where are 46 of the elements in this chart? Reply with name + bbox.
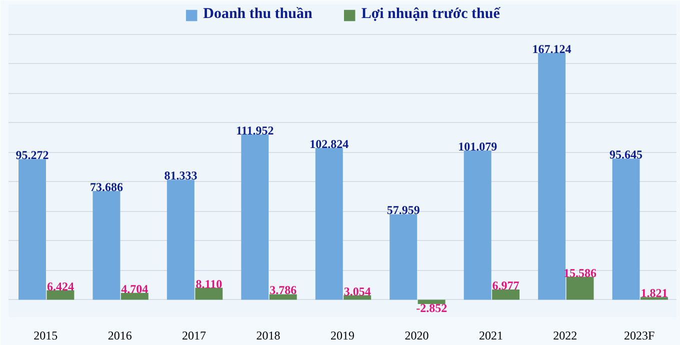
data-label: 57.959 [386, 203, 420, 218]
bar [166, 180, 194, 300]
data-label: 73.686 [90, 180, 123, 194]
legend-label: Lợi nhuận trước thuế [361, 6, 500, 23]
data-label: 167.124 [532, 42, 572, 56]
bar [120, 292, 148, 300]
bar [46, 290, 74, 300]
data-label: 101.079 [458, 140, 498, 154]
x-tick-label: 2021 [478, 328, 503, 342]
x-tick-label: 2023F [624, 328, 656, 342]
bar [315, 148, 343, 300]
x-tick-label: 2016 [108, 328, 132, 342]
bar [538, 53, 566, 300]
data-label: 1.821 [640, 286, 668, 300]
bar [390, 214, 418, 300]
bar [566, 276, 594, 300]
bar [640, 297, 668, 300]
data-label: -2.852 [416, 300, 448, 315]
bar [492, 289, 520, 300]
data-label: 111.952 [236, 123, 274, 138]
x-tick-label: 2019 [330, 328, 354, 342]
bar [612, 158, 640, 300]
bar [195, 288, 223, 300]
x-tick-label: 2015 [34, 328, 58, 342]
data-label: 3.054 [344, 284, 371, 298]
bar [344, 295, 372, 300]
data-label: 95.645 [610, 148, 643, 162]
bar [269, 294, 297, 300]
data-label: 81.333 [164, 168, 198, 183]
bar [464, 150, 492, 300]
data-label: 95.272 [16, 148, 49, 162]
bar [18, 159, 46, 300]
data-label: 4.704 [121, 282, 148, 296]
data-label: 6.977 [492, 278, 520, 292]
bar [418, 300, 446, 304]
data-label: 6.424 [46, 279, 74, 294]
bar [92, 190, 120, 300]
x-tick-label: 2018 [256, 328, 280, 342]
legend-label: Doanh thu thuần [203, 6, 312, 23]
x-tick-label: 2020 [404, 328, 429, 342]
data-label: 8.110 [196, 276, 222, 291]
bar [241, 134, 269, 300]
data-label: 102.824 [310, 136, 349, 151]
data-label: 3.786 [270, 283, 297, 298]
x-tick-label: 2022 [553, 328, 578, 342]
x-tick-label: 2017 [182, 328, 206, 342]
